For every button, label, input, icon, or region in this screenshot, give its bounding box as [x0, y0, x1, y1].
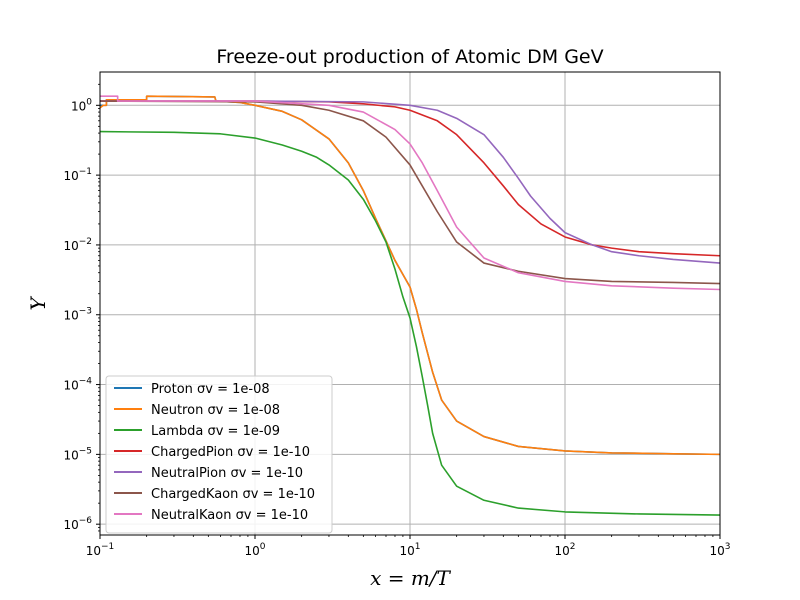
y-tick-exp: −3: [79, 307, 92, 317]
x-tick-label-2: 101: [399, 542, 420, 558]
legend-label-2: Lambda σv = 1e-09: [151, 424, 280, 439]
legend-label-5: ChargedKaon σv = 1e-10: [151, 487, 315, 502]
series-line-1: [99, 95, 721, 456]
y-tick-label-6: 100: [71, 97, 92, 113]
series-line-3: [100, 100, 721, 257]
y-tick-exp: 0: [86, 97, 92, 107]
x-tick-base: 10: [244, 544, 259, 558]
legend-label-1: Neutron σv = 1e-08: [151, 403, 280, 418]
legend: Proton σv = 1e-08 Neutron σv = 1e-08 Lambd…: [105, 375, 333, 534]
y-tick-base: 10: [63, 169, 78, 183]
series-layer: [99, 95, 721, 516]
y-tick-base: 10: [63, 309, 78, 323]
legend-label-6: NeutralKaon σv = 1e-10: [151, 508, 308, 523]
x-tick-label-0: 10−1: [86, 542, 115, 558]
y-tick-label-1: 10−5: [63, 446, 92, 462]
series-line-2: [99, 130, 721, 516]
y-tick-exp: −2: [79, 237, 92, 247]
series-line-6: [100, 95, 721, 291]
y-tick-label-3: 10−3: [63, 307, 92, 323]
legend-box: [105, 375, 333, 534]
x-tick-label-1: 100: [244, 542, 265, 558]
x-axis-ticks: 10−1 100 101 102 103: [86, 535, 731, 558]
x-tick-label-4: 103: [709, 542, 730, 558]
y-tick-base: 10: [63, 379, 78, 393]
y-tick-label-5: 10−1: [63, 167, 92, 183]
x-tick-base: 10: [554, 544, 569, 558]
y-axis-label: Y: [26, 296, 50, 311]
x-tick-exp: 3: [725, 542, 731, 552]
y-tick-exp: −5: [79, 446, 92, 456]
y-tick-label-0: 10−6: [63, 516, 92, 532]
y-tick-base: 10: [63, 518, 78, 532]
y-tick-exp: −6: [79, 516, 93, 526]
legend-label-0: Proton σv = 1e-08: [151, 382, 270, 397]
chart-title: Freeze-out production of Atomic DM GeV: [216, 46, 603, 68]
series-line-4: [100, 100, 721, 264]
x-axis-label: x = m/T: [370, 566, 451, 590]
x-tick-exp: −1: [101, 542, 114, 552]
y-tick-base: 10: [63, 239, 78, 253]
x-tick-exp: 0: [260, 542, 266, 552]
legend-label-4: NeutralPion σv = 1e-10: [151, 466, 303, 481]
y-tick-label-2: 10−4: [63, 377, 92, 393]
x-tick-exp: 1: [415, 542, 421, 552]
y-tick-label-4: 10−2: [63, 237, 92, 253]
x-tick-base: 10: [709, 544, 724, 558]
x-tick-exp: 2: [570, 542, 576, 552]
legend-label-3: ChargedPion σv = 1e-10: [151, 445, 310, 460]
x-tick-base: 10: [399, 544, 414, 558]
x-tick-base: 10: [86, 544, 101, 558]
y-tick-exp: −1: [79, 167, 92, 177]
x-tick-label-3: 102: [554, 542, 575, 558]
y-tick-exp: −4: [79, 377, 93, 387]
y-tick-base: 10: [71, 99, 86, 113]
series-line-5: [99, 100, 721, 285]
y-tick-base: 10: [63, 448, 78, 462]
